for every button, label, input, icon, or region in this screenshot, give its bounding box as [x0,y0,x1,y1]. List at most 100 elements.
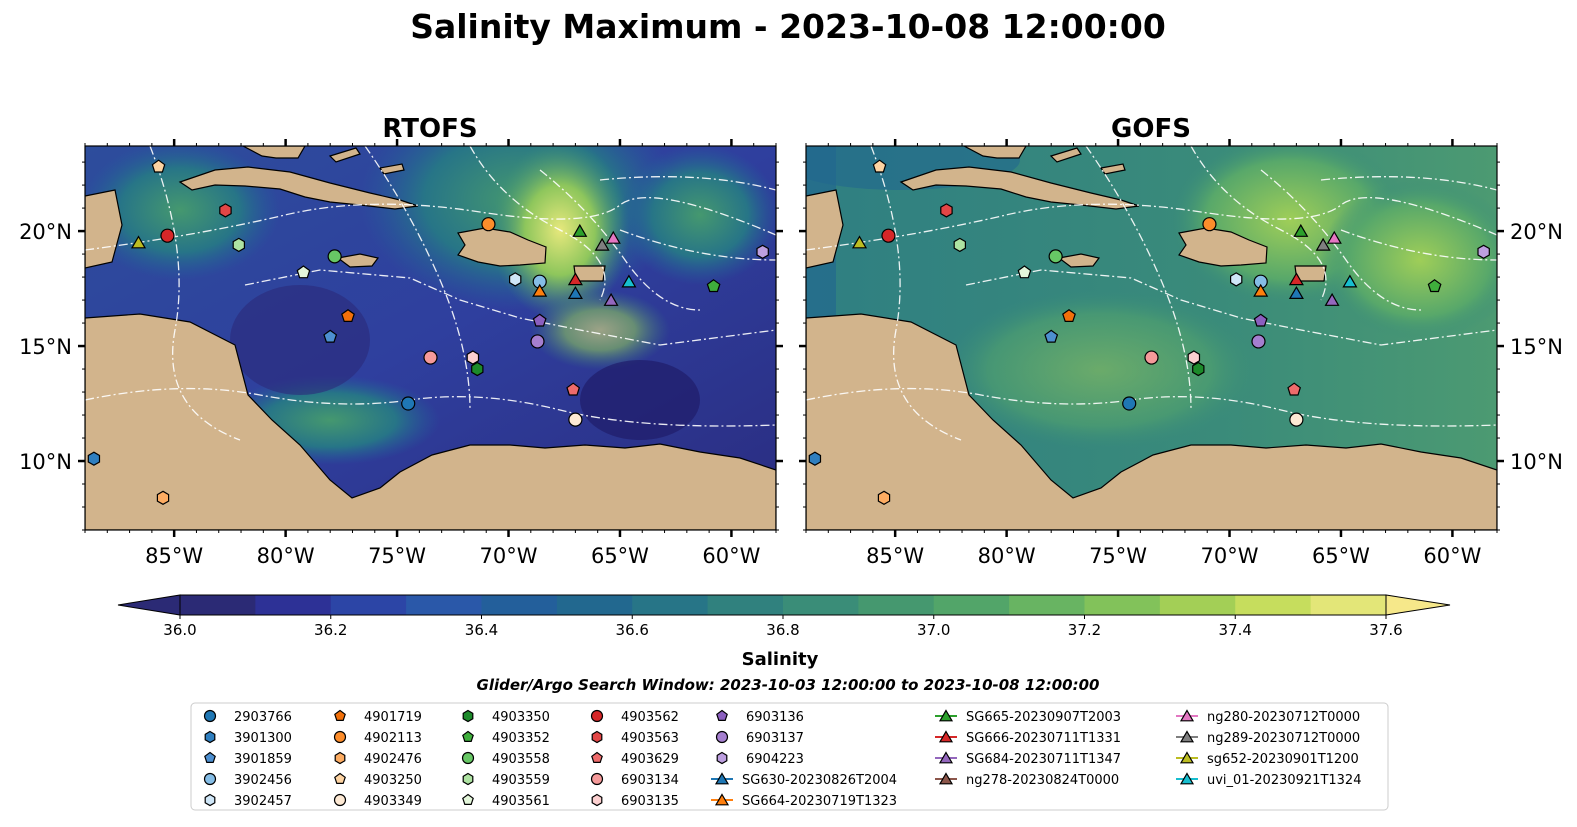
obs-marker-sg652-20230901T1200 [130,235,147,249]
colorbar-extend-max [1385,594,1451,616]
obs-marker-4903350 [1192,361,1205,377]
legend-marker-SG684-20230711T1347 [938,751,954,764]
lon-label: 65°W [1312,544,1370,568]
legend-label: 3901859 [234,752,292,767]
colorbar-bin [330,595,407,615]
legend-marker-4903562 [590,709,604,723]
legend-label: sg652-20230901T1200 [1207,752,1359,767]
colorbar-tick-label: 37.2 [1068,621,1101,639]
obs-marker-6904223 [756,244,769,259]
colorbar-bin [1159,595,1236,615]
legend-label: 4903352 [492,731,550,746]
obs-marker-4903352 [706,279,721,293]
search-window-caption: Glider/Argo Search Window: 2023-10-03 12… [477,676,1100,694]
legend-marker-6903137 [715,730,729,744]
legend-marker-4903629 [591,751,603,764]
legend-label: 6903136 [746,710,804,725]
obs-marker-4903349 [568,412,583,427]
lon-label: 80°W [257,544,315,568]
legend-label: 6903137 [746,731,804,746]
colorbar: 36.0 36.2 36.4 36.6 36.8 37.0 37.2 37.4 37.6 [117,594,1451,639]
lat-label: 15°N [19,335,72,359]
obs-marker-3901859 [323,329,338,343]
legend-marker-6903134 [590,772,604,786]
legend-label: 4903561 [492,794,550,809]
legend-label: SG665-20230907T2003 [966,710,1121,725]
legend-label: 4903562 [621,710,679,725]
obs-marker-4901719 [1062,308,1076,322]
obs-marker-6903134 [423,350,438,365]
obs-marker-uvi_01-20230921T1324 [621,274,637,288]
obs-marker-3902457 [1229,272,1243,287]
legend-marker-3902456 [203,772,217,786]
legend-marker-4903350 [462,709,474,723]
legend-label: ng280-20230712T0000 [1207,710,1360,725]
legend-label: uvi_01-20230921T1324 [1207,773,1361,788]
legend-label: 2903766 [234,710,292,725]
obs-marker-4903563 [940,203,953,218]
colorbar-tick-label: 36.8 [766,621,799,639]
obs-marker-ng280-20230712T0000 [605,230,621,244]
colorbar-tick-label: 36.0 [163,621,196,639]
colorbar-bin [783,595,859,615]
colorbar-bin [255,595,332,615]
colorbar-bin [1310,595,1387,615]
legend-marker-ng280-20230712T0000 [1179,709,1195,722]
legend-marker-6903136 [716,709,728,722]
legend-marker-3901300 [204,730,216,744]
obs-marker-6903136 [532,313,547,327]
obs-marker-2903766 [1122,396,1137,411]
axis-ticks-rtofs: 85°W 80°W 75°W 70°W 65°W 60°W 20°N 15°N 10°N [19,139,783,568]
obs-marker-ng289-20230712T0000 [1315,237,1331,251]
obs-marker-4903352 [1427,279,1442,293]
obs-marker-SG665-20230907T2003 [572,223,588,237]
lon-label: 65°W [591,544,649,568]
legend-label: 4902113 [364,731,422,746]
colorbar-bin [481,595,558,615]
lon-label: 70°W [480,544,538,568]
colorbar-extend-min [117,594,181,616]
obs-marker-4902113 [1202,217,1217,232]
legend-marker-6903135 [591,793,603,807]
legend-label: SG630-20230826T2004 [742,773,897,788]
obs-marker-4903562 [881,228,896,243]
legend-label: 6903134 [621,773,679,788]
obs-marker-4903559 [953,237,967,253]
legend-marker-sg652-20230901T1200 [1179,751,1195,764]
legend-marker-4903349 [333,793,347,807]
obs-marker-3901300 [87,451,101,466]
legend-label: ng289-20230712T0000 [1207,731,1360,746]
legend-marker-ng278-20230824T0000 [938,772,954,785]
colorbar-label: Salinity [742,649,819,670]
obs-marker-SG630-20230826T2004 [567,286,583,299]
obs-marker-sg652-20230901T1200 [851,235,868,249]
legend-marker-4903250 [334,772,346,785]
colorbar-tick-label: 36.6 [616,621,649,639]
obs-marker-4903250 [151,159,166,173]
obs-marker-6903136 [1253,313,1268,327]
obs-marker-4903558 [1048,249,1063,264]
lon-label: 75°W [1089,544,1147,568]
lat-label: 15°N [1510,335,1563,359]
legend-label: SG664-20230719T1323 [742,794,897,809]
obs-marker-6904223 [1477,244,1490,259]
lon-label: 80°W [978,544,1036,568]
map-frame-rtofs [84,145,777,531]
map-title-gofs: GOFS [1111,114,1191,144]
legend-label: 4903629 [621,752,679,767]
lat-label: 20°N [19,220,72,244]
obs-marker-SG684-20230711T1347 [1324,292,1340,306]
lat-label: 10°N [1510,450,1563,474]
legend-marker-SG665-20230907T2003 [938,709,954,722]
lon-label: 60°W [702,544,760,568]
obs-marker-4903559 [232,237,245,253]
obs-marker-4903558 [327,249,342,264]
legend-marker-SG666-20230711T1331 [938,730,954,743]
colorbar-bin [858,595,935,615]
colorbar-bin [1084,595,1161,615]
obs-marker-2903766 [401,396,416,411]
legend-label: SG684-20230711T1347 [966,752,1121,767]
legend-label: 4903350 [492,710,550,725]
obs-marker-4903349 [1289,412,1304,427]
legend-label: 4901719 [364,710,422,725]
